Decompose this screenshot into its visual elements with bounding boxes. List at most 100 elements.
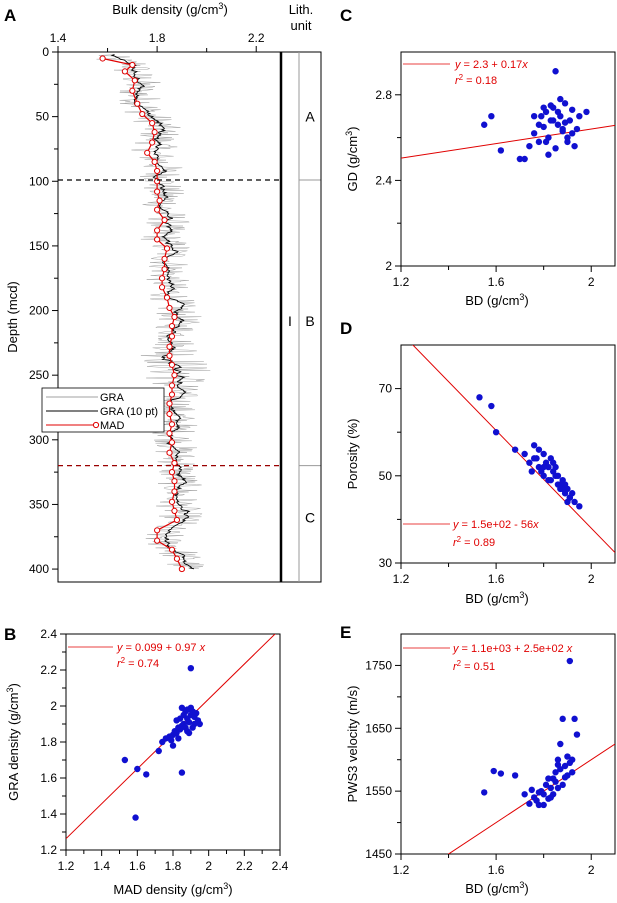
x-tick-label: 1.6 [129,859,146,873]
data-point [571,498,578,506]
data-point [547,102,554,109]
y-tick-label: 100 [29,174,49,188]
panel-d-fit-line [412,345,615,553]
panel-label-c: C [340,6,352,25]
lith-unit-label: A [305,109,315,125]
mad-point [168,382,176,389]
mad-point [154,227,161,234]
data-point [547,794,554,801]
panel-c-points [481,68,590,163]
data-point [545,463,552,471]
panel-e-equation: y = 1.1e+03 + 2.5e+02 x [452,643,573,655]
y-tick-label: 1.6 [40,771,57,785]
panel-c-plot-frame [400,51,616,267]
lith-unit-label: I [288,313,292,329]
y-tick-label: 1450 [365,847,392,861]
data-point [526,459,533,466]
panel-d-plot-frame [400,344,616,564]
data-point [530,442,538,449]
data-point [481,789,488,796]
data-point [535,446,543,453]
mad-point [166,352,173,359]
data-point [557,765,564,773]
x-tick-label: 1.2 [393,572,410,586]
panel-c-ylabel: GD (g/cm3) [344,127,360,192]
data-point [535,138,543,146]
data-point [185,719,193,726]
y-tick-label: 1650 [365,721,392,735]
mad-point [154,188,161,195]
mad-point [168,361,176,368]
y-tick-label: 50 [379,469,393,483]
y-tick-label: 250 [29,368,49,382]
panel-a-legend: GRA GRA (10 pt) MAD [41,387,165,433]
data-point [545,775,552,782]
data-point [540,450,547,458]
data-point [557,740,564,748]
data-point [571,142,578,150]
x-tick-label: 1.4 [50,31,67,45]
panel-e-plot-frame [400,633,616,855]
x-tick-label: 1.2 [393,863,410,877]
x-tick-label: 2 [588,863,595,877]
data-point [497,147,505,154]
panel-c-ticks: 1.2 1.6 2 2 2.4 2.8 [375,88,595,289]
mad-point [134,100,141,107]
data-point [178,769,186,776]
mad-point [151,158,158,165]
data-point [143,771,150,778]
data-point [540,123,547,131]
panel-label-e: E [340,623,351,642]
mad-point [163,245,171,252]
mad-point [129,61,136,69]
y-tick-label: 1550 [365,784,392,798]
data-point [545,151,552,158]
data-point [497,770,505,777]
panel-a-depth-profile: 1.4 1.8 2.2 0 50 100 150 200 250 300 350 400 Bulk d… [5,1,322,583]
data-point [547,784,554,792]
panel-e-xlabel: BD (g/cm3) [465,880,529,896]
legend-mad-label: MAD [100,420,125,432]
mad-point [154,206,161,213]
y-tick-label: 350 [29,497,49,511]
mad-point [154,236,161,243]
regression-line [447,743,615,854]
panel-a-xlabel: Bulk density (g/cm3) [112,1,228,17]
panel-e-r2: r2 = 0.51 [453,659,495,673]
data-point [176,715,184,722]
mad-point [139,110,146,118]
mad-point [171,459,178,467]
data-point [521,155,528,163]
x-tick-label: 1.2 [58,859,75,873]
panel-a-ylabel: Depth (mcd) [5,281,20,353]
panel-b-xlabel: MAD density (g/cm3) [113,881,232,897]
mad-point [149,119,156,127]
lith-unit-label: C [305,509,315,525]
mad-point [168,546,176,553]
unit-boundaries [58,179,321,467]
lith-header-2: unit [291,18,312,33]
legend-gra-label: GRA [100,392,125,404]
regression-line [401,124,615,159]
data-point [178,704,186,711]
mad-point [166,449,173,456]
data-point [538,113,545,120]
mad-series [99,55,185,573]
data-point [554,784,562,792]
data-point [184,706,191,713]
data-point [561,119,569,126]
data-point [583,108,590,116]
panel-d-scatter: 1.2 1.6 2 30 50 70 y = 1.5e+02 - 56x r2 = 0.8… [345,344,616,606]
mad-point [161,216,168,224]
x-tick-label: 2.4 [272,859,289,873]
data-point [552,778,559,785]
data-point [187,665,195,672]
y-tick-label: 1.4 [40,807,57,821]
x-tick-label: 2.2 [236,859,253,873]
y-tick-label: 1.8 [40,735,57,749]
x-tick-label: 2 [588,572,595,586]
data-point [561,774,569,781]
panel-c-fit-line [401,124,615,159]
data-point [542,781,550,789]
panel-label-d: D [340,319,352,338]
